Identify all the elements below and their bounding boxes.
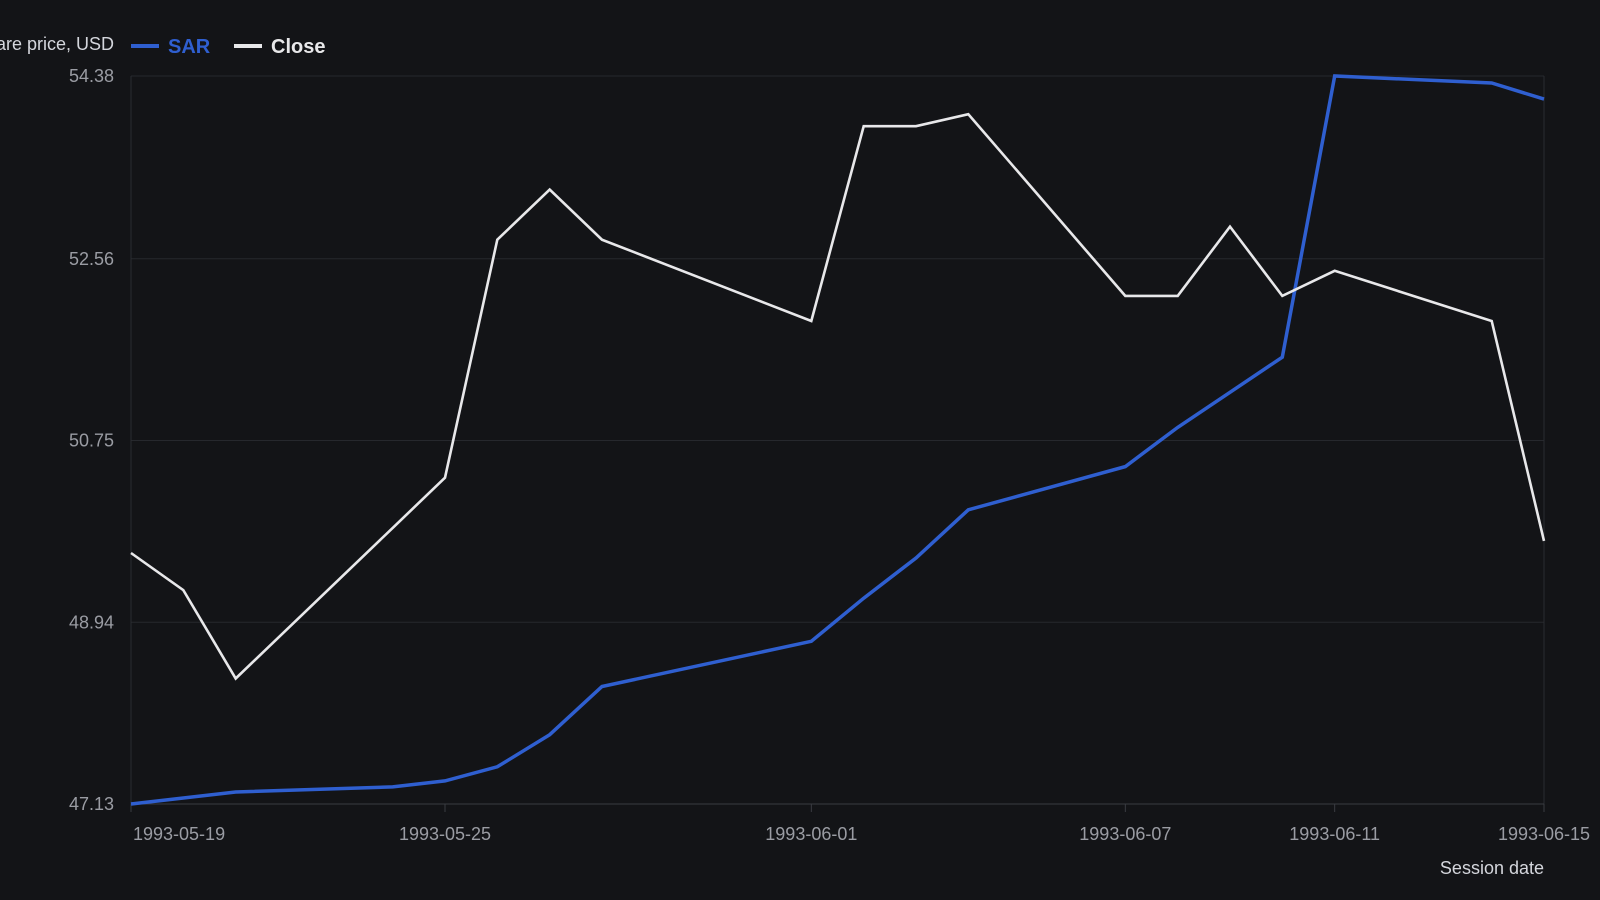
x-tick-label: 1993-05-25	[399, 824, 491, 844]
y-tick-label: 47.13	[69, 794, 114, 814]
axes	[130, 76, 1545, 812]
legend: Share price, USD SAR Close	[0, 34, 325, 58]
x-tick-label: 1993-06-07	[1079, 824, 1171, 844]
legend-label-sar: SAR	[168, 36, 211, 58]
series-line-sar	[130, 74, 1545, 806]
legend-label-close: Close	[271, 36, 325, 58]
grid-lines	[131, 75, 1544, 805]
y-tick-label: 50.75	[69, 431, 114, 451]
y-axis-title: Share price, USD	[0, 34, 114, 54]
x-tick-label: 1993-06-11	[1289, 824, 1380, 844]
x-tick-label: 1993-05-19	[133, 824, 225, 844]
tick-labels: 47.13 48.94 50.75 52.56 54.38 1993-05-19 1993-…	[69, 66, 1590, 878]
y-tick-label: 52.56	[69, 249, 114, 269]
x-axis-title: Session date	[1440, 858, 1544, 878]
x-tick-label: 1993-06-01	[765, 824, 857, 844]
series-line-close	[130, 112, 1546, 681]
y-tick-label: 48.94	[69, 612, 114, 632]
y-tick-label: 54.38	[69, 66, 114, 86]
series-lines	[130, 74, 1546, 806]
x-tick-label: 1993-06-15	[1498, 824, 1590, 844]
